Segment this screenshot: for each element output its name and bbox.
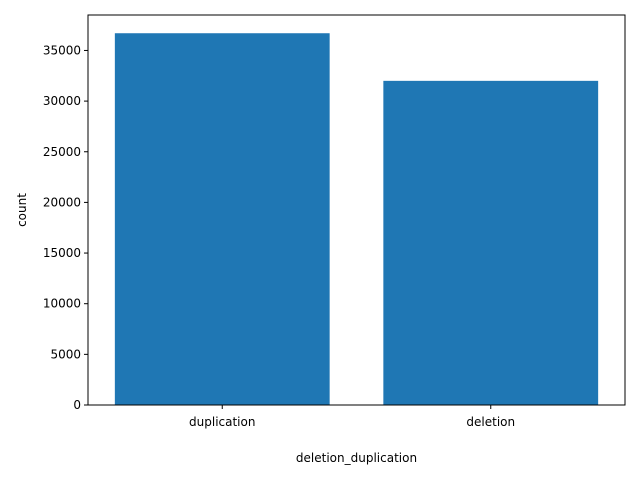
x-tick-label: deletion: [466, 415, 515, 429]
x-axis: duplication deletion: [189, 405, 515, 429]
y-axis-label: count: [15, 193, 29, 227]
y-tick-label: 25000: [43, 145, 81, 159]
bars-group: [114, 33, 599, 406]
y-tick-label: 20000: [43, 195, 81, 209]
x-tick-label: duplication: [189, 415, 255, 429]
bar-duplication: [114, 33, 330, 405]
y-axis: 0 5000 10000 15000 20000 25000 30000 35000: [43, 43, 88, 412]
y-tick-label: 35000: [43, 43, 81, 57]
y-tick-label: 10000: [43, 297, 81, 311]
y-tick-label: 0: [73, 398, 81, 412]
y-tick-label: 5000: [50, 347, 81, 361]
y-tick-label: 15000: [43, 246, 81, 260]
bar-deletion: [383, 80, 599, 406]
plot-frame: [87, 14, 626, 406]
y-tick-label: 30000: [43, 94, 81, 108]
x-axis-label: deletion_duplication: [296, 451, 417, 465]
